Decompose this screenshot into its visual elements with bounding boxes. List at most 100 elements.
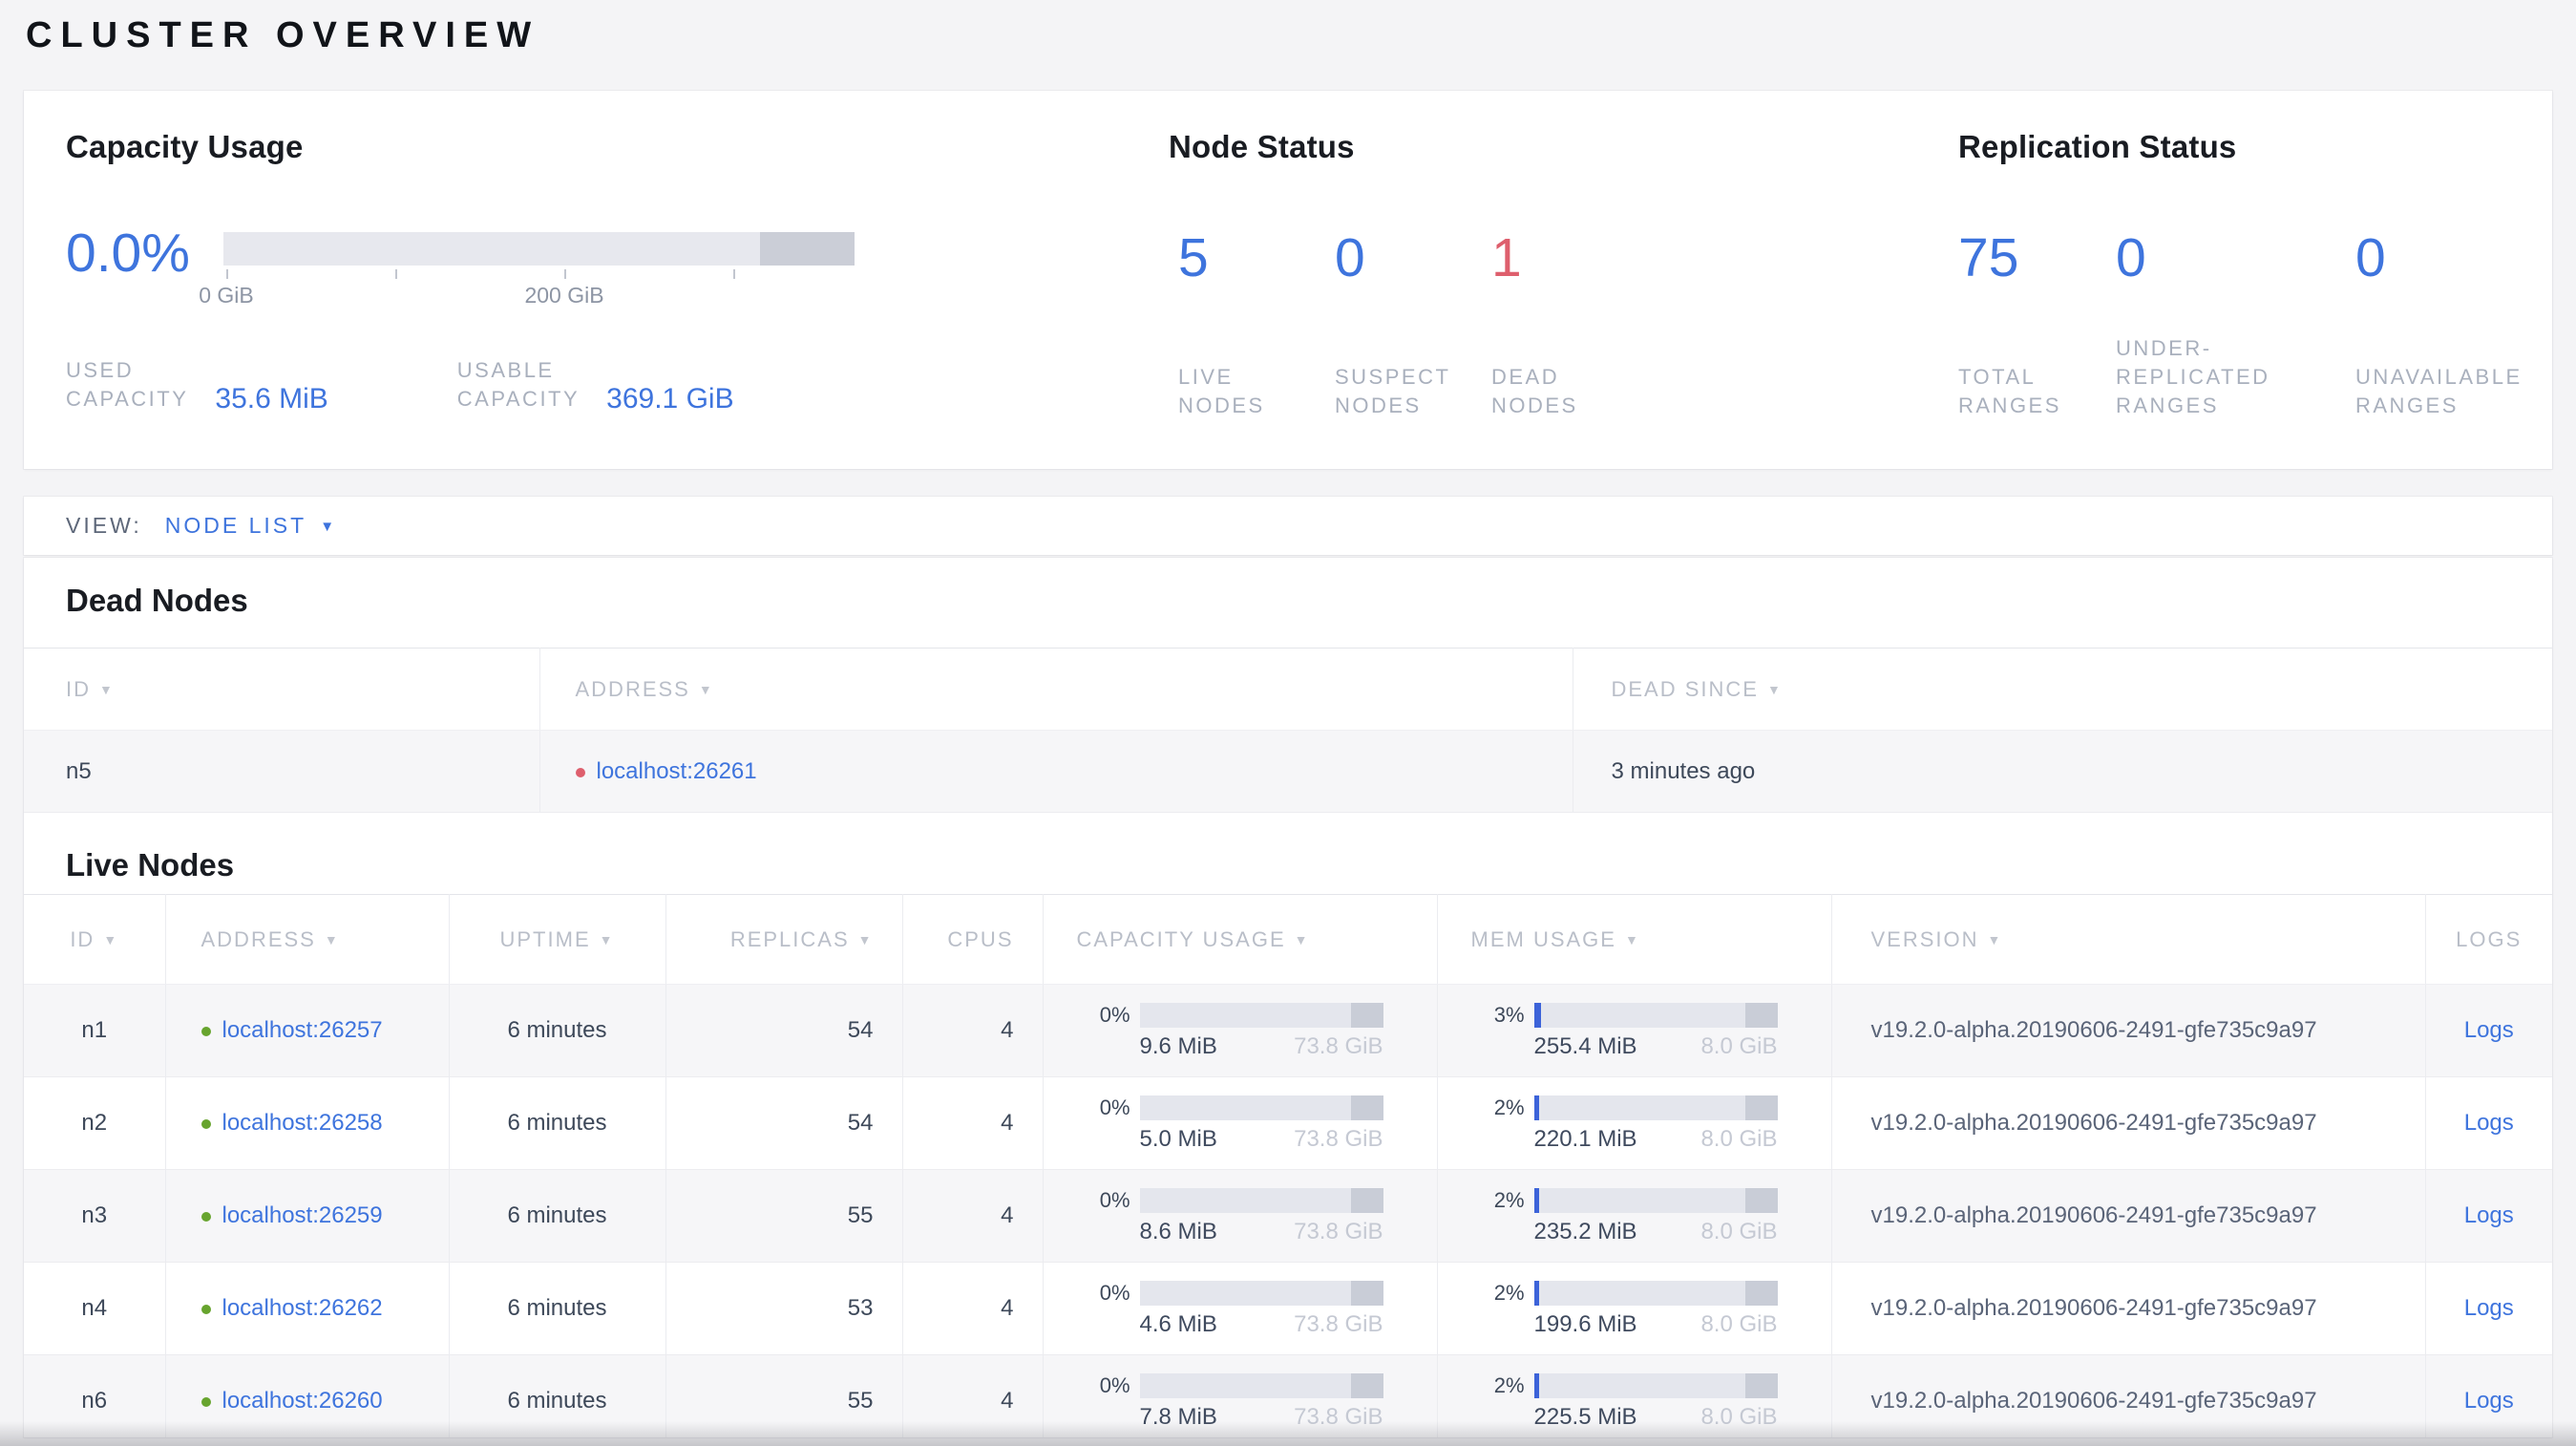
live-node-cpus: 4	[902, 1076, 1044, 1170]
mem-total-value: 8.0 GiB	[1700, 1404, 1778, 1430]
capacity-usage-cell: 0% 9.6 MiB 73.8 GiB	[1043, 984, 1438, 1077]
suspect-nodes-label: SUSPECT NODES	[1335, 365, 1451, 417]
mem-percent: 3%	[1493, 1003, 1525, 1027]
mem-total-value: 8.0 GiB	[1700, 1126, 1778, 1152]
mem-usage-cell: 2% 199.6 MiB 8.0 GiB	[1437, 1262, 1832, 1355]
live-node-id: n1	[24, 984, 166, 1077]
view-dropdown[interactable]: NODE LIST	[164, 513, 307, 538]
live-node-cpus: 4	[902, 984, 1044, 1077]
sort-caret-icon: ▼	[1624, 931, 1640, 947]
capacity-total-value: 73.8 GiB	[1294, 1033, 1383, 1059]
logs-link[interactable]: Logs	[2463, 1017, 2514, 1043]
page-title: CLUSTER OVERVIEW	[26, 15, 540, 55]
live-nodes-metric: 5 LIVE NODES	[1178, 229, 1335, 420]
live-node-cpus: 4	[902, 1262, 1044, 1355]
live-node-address-link[interactable]: localhost:26262	[222, 1295, 383, 1321]
axis-label-0gib: 0 GiB	[199, 283, 254, 308]
live-node-replicas: 54	[665, 984, 903, 1077]
node-status-section: Node Status 5 LIVE NODES 0 SUSPECT NODES…	[1169, 129, 1799, 417]
mem-usage-cell: 3% 255.4 MiB 8.0 GiB	[1437, 984, 1832, 1077]
capacity-bar-dark-segment	[759, 232, 855, 266]
usable-capacity-stat: USABLE CAPACITY 369.1 GiB	[457, 356, 734, 414]
capacity-axis-labels: 0 GiB 200 GiB	[199, 283, 855, 311]
live-node-replicas: 53	[665, 1262, 903, 1355]
capacity-percent-value: 0.0%	[66, 223, 190, 284]
live-node-address-link[interactable]: localhost:26259	[222, 1202, 383, 1228]
mem-used-value: 225.5 MiB	[1533, 1404, 1637, 1430]
dead-node-dead-since: 3 minutes ago	[1573, 730, 2552, 813]
dead-node-address-link[interactable]: localhost:26261	[596, 757, 757, 784]
live-nodes-label: LIVE NODES	[1178, 365, 1265, 417]
live-node-id: n3	[24, 1169, 166, 1263]
dead-nodes-heading: Dead Nodes	[66, 583, 248, 618]
dead-table-header-row: ID ▼ ADDRESS ▼ DEAD SINCE ▼	[24, 648, 2552, 731]
mem-percent: 2%	[1493, 1095, 1525, 1119]
live-node-version: v19.2.0-alpha.20190606-2491-gfe735c9a97	[1831, 1262, 2426, 1355]
mem-bar	[1533, 1281, 1778, 1306]
suspect-nodes-metric: 0 SUSPECT NODES	[1335, 229, 1491, 420]
suspect-nodes-count: 0	[1335, 227, 1365, 288]
nodes-tables-card: Dead Nodes ID ▼ ADDRESS ▼ DEAD SINCE ▼ n5 l…	[24, 558, 2552, 1437]
live-node-cpus: 4	[902, 1354, 1044, 1437]
dead-col-dead-since[interactable]: DEAD SINCE ▼	[1573, 648, 2552, 731]
live-col-replicas[interactable]: REPLICAS ▼	[665, 894, 903, 985]
live-node-logs-cell: Logs	[2425, 984, 2552, 1077]
live-node-row: n6 localhost:26260 6 minutes 55 4 0% 7.8…	[24, 1354, 2552, 1437]
live-node-replicas: 55	[665, 1169, 903, 1263]
logs-link[interactable]: Logs	[2463, 1202, 2514, 1228]
under-replicated-metric: 0 UNDER- REPLICATED RANGES	[2116, 229, 2355, 420]
live-nodes-heading: Live Nodes	[66, 847, 235, 882]
dead-col-address[interactable]: ADDRESS ▼	[539, 648, 1573, 731]
live-node-logs-cell: Logs	[2425, 1262, 2552, 1355]
capacity-usage-cell: 0% 4.6 MiB 73.8 GiB	[1043, 1262, 1438, 1355]
live-status-dot-icon	[201, 1119, 211, 1129]
capacity-percent: 0%	[1099, 1003, 1130, 1027]
dead-nodes-count: 1	[1491, 227, 1522, 288]
capacity-bar	[1139, 1373, 1383, 1398]
mem-used-value: 220.1 MiB	[1533, 1126, 1637, 1152]
dead-node-address-cell: localhost:26261	[539, 730, 1573, 813]
live-node-address-link[interactable]: localhost:26257	[222, 1017, 383, 1043]
capacity-used-value: 7.8 MiB	[1139, 1404, 1217, 1430]
capacity-usage-heading: Capacity Usage	[66, 129, 304, 164]
live-node-row: n3 localhost:26259 6 minutes 55 4 0% 8.6…	[24, 1169, 2552, 1263]
sort-caret-icon: ▼	[103, 931, 119, 947]
under-replicated-label: UNDER- REPLICATED RANGES	[2116, 336, 2270, 417]
live-col-logs: LOGS	[2425, 894, 2552, 985]
live-node-version: v19.2.0-alpha.20190606-2491-gfe735c9a97	[1831, 1169, 2426, 1263]
live-col-id[interactable]: ID ▼	[24, 894, 166, 985]
logs-link[interactable]: Logs	[2463, 1110, 2514, 1136]
total-ranges-metric: 75 TOTAL RANGES	[1958, 229, 2116, 420]
mem-used-value: 235.2 MiB	[1533, 1219, 1637, 1244]
live-status-dot-icon	[201, 1397, 211, 1407]
live-node-uptime: 6 minutes	[449, 1262, 666, 1355]
capacity-percent: 0%	[1099, 1095, 1130, 1119]
live-nodes-table: ID ▼ ADDRESS ▼ UPTIME ▼ REPLICAS ▼ CPUS CAPA…	[24, 894, 2552, 1437]
live-col-mem-usage[interactable]: MEM USAGE ▼	[1437, 894, 1832, 985]
unavailable-ranges-metric: 0 UNAVAILABLE RANGES	[2355, 229, 2556, 420]
mem-percent: 2%	[1493, 1373, 1525, 1397]
live-col-uptime[interactable]: UPTIME ▼	[449, 894, 666, 985]
capacity-percent: 0%	[1099, 1373, 1130, 1397]
live-col-capacity-usage[interactable]: CAPACITY USAGE ▼	[1043, 894, 1438, 985]
live-status-dot-icon	[201, 1027, 211, 1036]
dead-col-id[interactable]: ID ▼	[24, 648, 540, 731]
live-node-address-link[interactable]: localhost:26258	[222, 1110, 383, 1136]
mem-total-value: 8.0 GiB	[1700, 1219, 1778, 1244]
live-col-address[interactable]: ADDRESS ▼	[165, 894, 450, 985]
logs-link[interactable]: Logs	[2463, 1295, 2514, 1321]
live-status-dot-icon	[201, 1212, 211, 1222]
mem-usage-cell: 2% 220.1 MiB 8.0 GiB	[1437, 1076, 1832, 1170]
live-node-cpus: 4	[902, 1169, 1044, 1263]
mem-used-value: 199.6 MiB	[1533, 1311, 1637, 1337]
mem-percent: 2%	[1493, 1281, 1525, 1305]
dropdown-caret-icon[interactable]: ▼	[320, 519, 335, 535]
logs-link[interactable]: Logs	[2463, 1388, 2514, 1414]
view-label: VIEW:	[66, 513, 142, 538]
live-node-address-link[interactable]: localhost:26260	[222, 1388, 383, 1414]
live-col-cpus[interactable]: CPUS	[902, 894, 1044, 985]
live-col-version[interactable]: VERSION ▼	[1831, 894, 2426, 985]
capacity-percent: 0%	[1099, 1281, 1130, 1305]
capacity-bar	[1139, 1281, 1383, 1306]
live-node-logs-cell: Logs	[2425, 1169, 2552, 1263]
